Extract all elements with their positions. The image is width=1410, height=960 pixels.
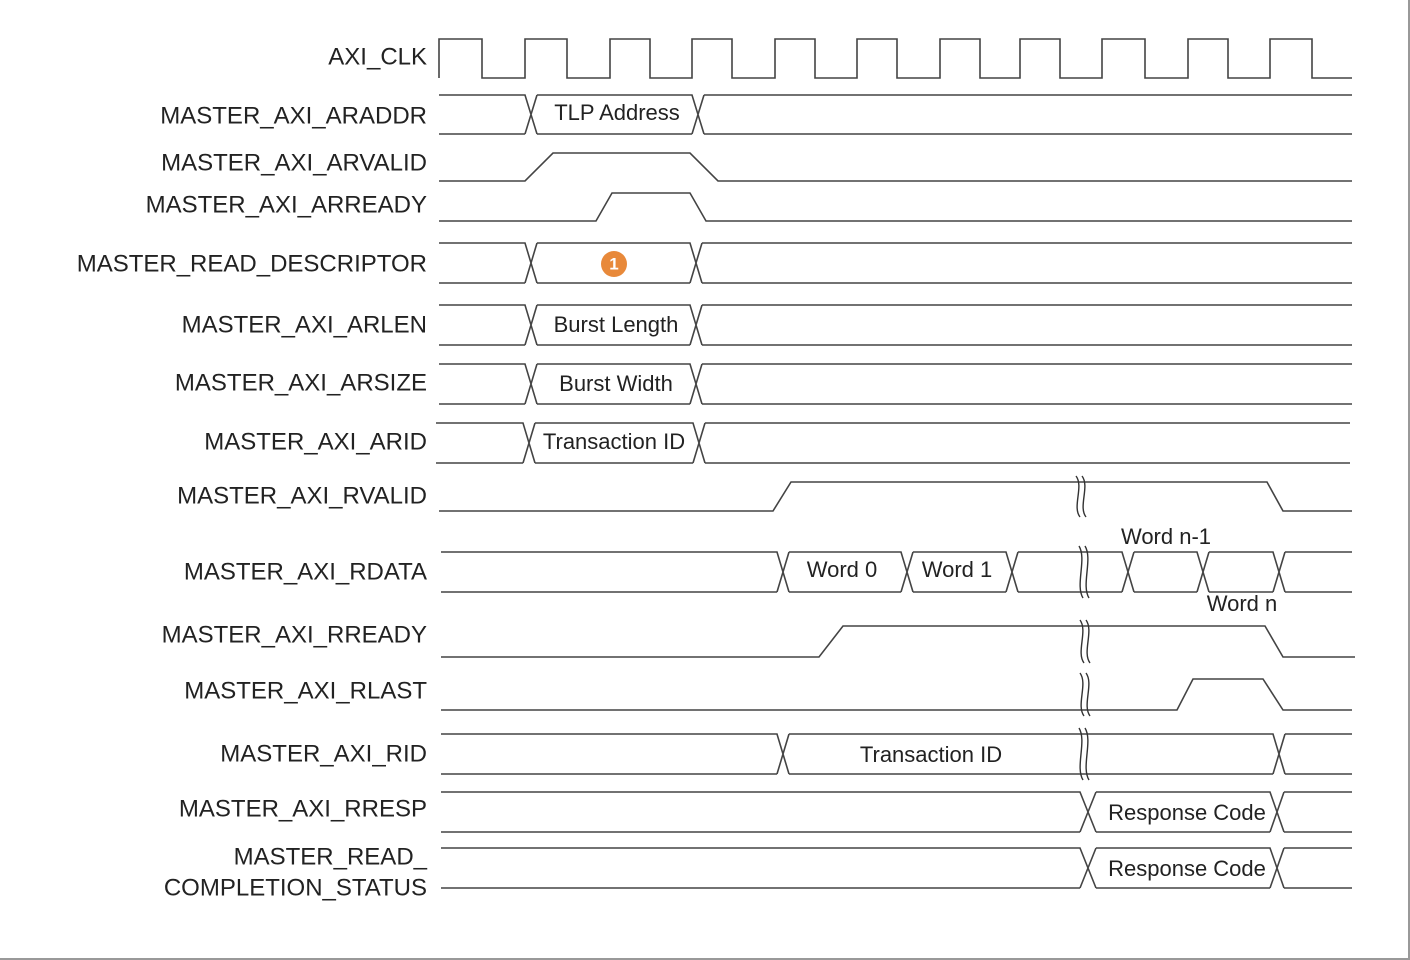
signal-name: MASTER_AXI_ARLEN — [182, 311, 427, 338]
bus-top — [439, 242, 1352, 284]
clock-line — [438, 38, 1352, 79]
break-mark — [1075, 475, 1081, 518]
rdata-wave: Word 0 Word 1 Word n-1 Word n — [441, 524, 1352, 616]
signal-name: MASTER_AXI_RREADY — [162, 621, 427, 648]
bus-top — [436, 422, 1350, 464]
bus-top — [439, 94, 1352, 135]
bus-value: Response Code — [1108, 856, 1266, 881]
signal-name: MASTER_AXI_RVALID — [177, 482, 427, 509]
rlast-wave — [441, 672, 1352, 717]
signal-label: MASTER_AXI_RID — [220, 740, 427, 767]
completion-status-wave: Response Code — [441, 847, 1352, 889]
signal-label: MASTER_AXI_RDATA — [184, 558, 427, 585]
wave-line — [441, 678, 1352, 711]
bus-value: Word n-1 — [1121, 524, 1211, 549]
bus-top — [441, 733, 1352, 775]
signal-name: MASTER_READ_DESCRIPTOR — [77, 250, 427, 277]
bus-value: Transaction ID — [543, 429, 685, 454]
signal-label: MASTER_READ_ COMPLETION_STATUS — [164, 843, 428, 901]
signal-label: MASTER_AXI_RVALID — [177, 482, 427, 509]
bus-value: Word n — [1207, 591, 1278, 616]
signal-name: COMPLETION_STATUS — [164, 874, 427, 901]
wave-line — [439, 192, 1352, 222]
signal-name: MASTER_AXI_RID — [220, 740, 427, 767]
signal-label: MASTER_READ_DESCRIPTOR — [77, 250, 427, 277]
rready-wave — [441, 619, 1355, 664]
break-mark — [1079, 672, 1085, 717]
bus-value: Transaction ID — [860, 742, 1002, 767]
bus-top — [441, 847, 1352, 889]
signal-label: AXI_CLK — [328, 43, 427, 70]
signal-label: MASTER_AXI_RRESP — [179, 795, 427, 822]
signal-label: MASTER_AXI_RREADY — [162, 621, 427, 648]
callout-marker — [601, 251, 627, 277]
araddr-wave: TLP Address — [439, 94, 1352, 135]
bus-value: Burst Length — [554, 312, 679, 337]
break-mark — [1084, 727, 1090, 781]
arlen-wave: Burst Length — [439, 304, 1352, 346]
break-mark — [1081, 475, 1087, 518]
break-mark — [1085, 619, 1091, 664]
break-mark — [1079, 619, 1085, 664]
bus-value: Word 1 — [922, 557, 993, 582]
break-mark — [1084, 545, 1090, 599]
signal-name: MASTER_READ_ — [234, 843, 428, 870]
wave-line — [439, 152, 1352, 182]
signal-name: MASTER_AXI_RDATA — [184, 558, 427, 585]
rvalid-wave — [439, 475, 1352, 518]
signal-label: MASTER_AXI_ARSIZE — [175, 369, 427, 396]
arid-wave: Transaction ID — [436, 422, 1350, 464]
signal-label: MASTER_AXI_ARREADY — [146, 191, 427, 218]
wave-line — [441, 625, 1355, 658]
signal-label: MASTER_AXI_ARADDR — [160, 102, 427, 129]
bus-top — [439, 304, 1352, 346]
signal-name: MASTER_AXI_ARSIZE — [175, 369, 427, 396]
rresp-wave: Response Code — [441, 791, 1352, 833]
break-mark — [1078, 727, 1084, 781]
bus-value: Response Code — [1108, 800, 1266, 825]
signal-name: MASTER_AXI_RLAST — [184, 677, 427, 704]
arsize-wave: Burst Width — [439, 363, 1352, 405]
bus-value: TLP Address — [554, 100, 680, 125]
callout-number: 1 — [609, 254, 618, 273]
signal-name: MASTER_AXI_ARVALID — [161, 149, 427, 176]
wave-line — [439, 481, 1352, 512]
bus-top — [439, 363, 1352, 405]
descriptor-wave: 1 — [439, 242, 1352, 284]
bus-value: Burst Width — [559, 371, 673, 396]
rid-wave: Transaction ID — [441, 727, 1352, 781]
signal-label: MASTER_AXI_ARVALID — [161, 149, 427, 176]
break-mark — [1078, 545, 1084, 599]
signal-name: MASTER_AXI_ARID — [204, 428, 427, 455]
clk-wave — [438, 38, 1352, 79]
arvalid-wave — [439, 152, 1352, 182]
bus-top — [441, 791, 1352, 833]
bus-value: Word 0 — [807, 557, 878, 582]
signal-name: MASTER_AXI_RRESP — [179, 795, 427, 822]
signal-name: MASTER_AXI_ARREADY — [146, 191, 427, 218]
signal-label: MASTER_AXI_RLAST — [184, 677, 427, 704]
bus-top — [441, 551, 1352, 593]
signal-label: MASTER_AXI_ARLEN — [182, 311, 427, 338]
signal-name: AXI_CLK — [328, 43, 427, 70]
signal-label: MASTER_AXI_ARID — [204, 428, 427, 455]
signal-name: MASTER_AXI_ARADDR — [160, 102, 427, 129]
break-mark — [1085, 672, 1091, 717]
arready-wave — [439, 192, 1352, 222]
